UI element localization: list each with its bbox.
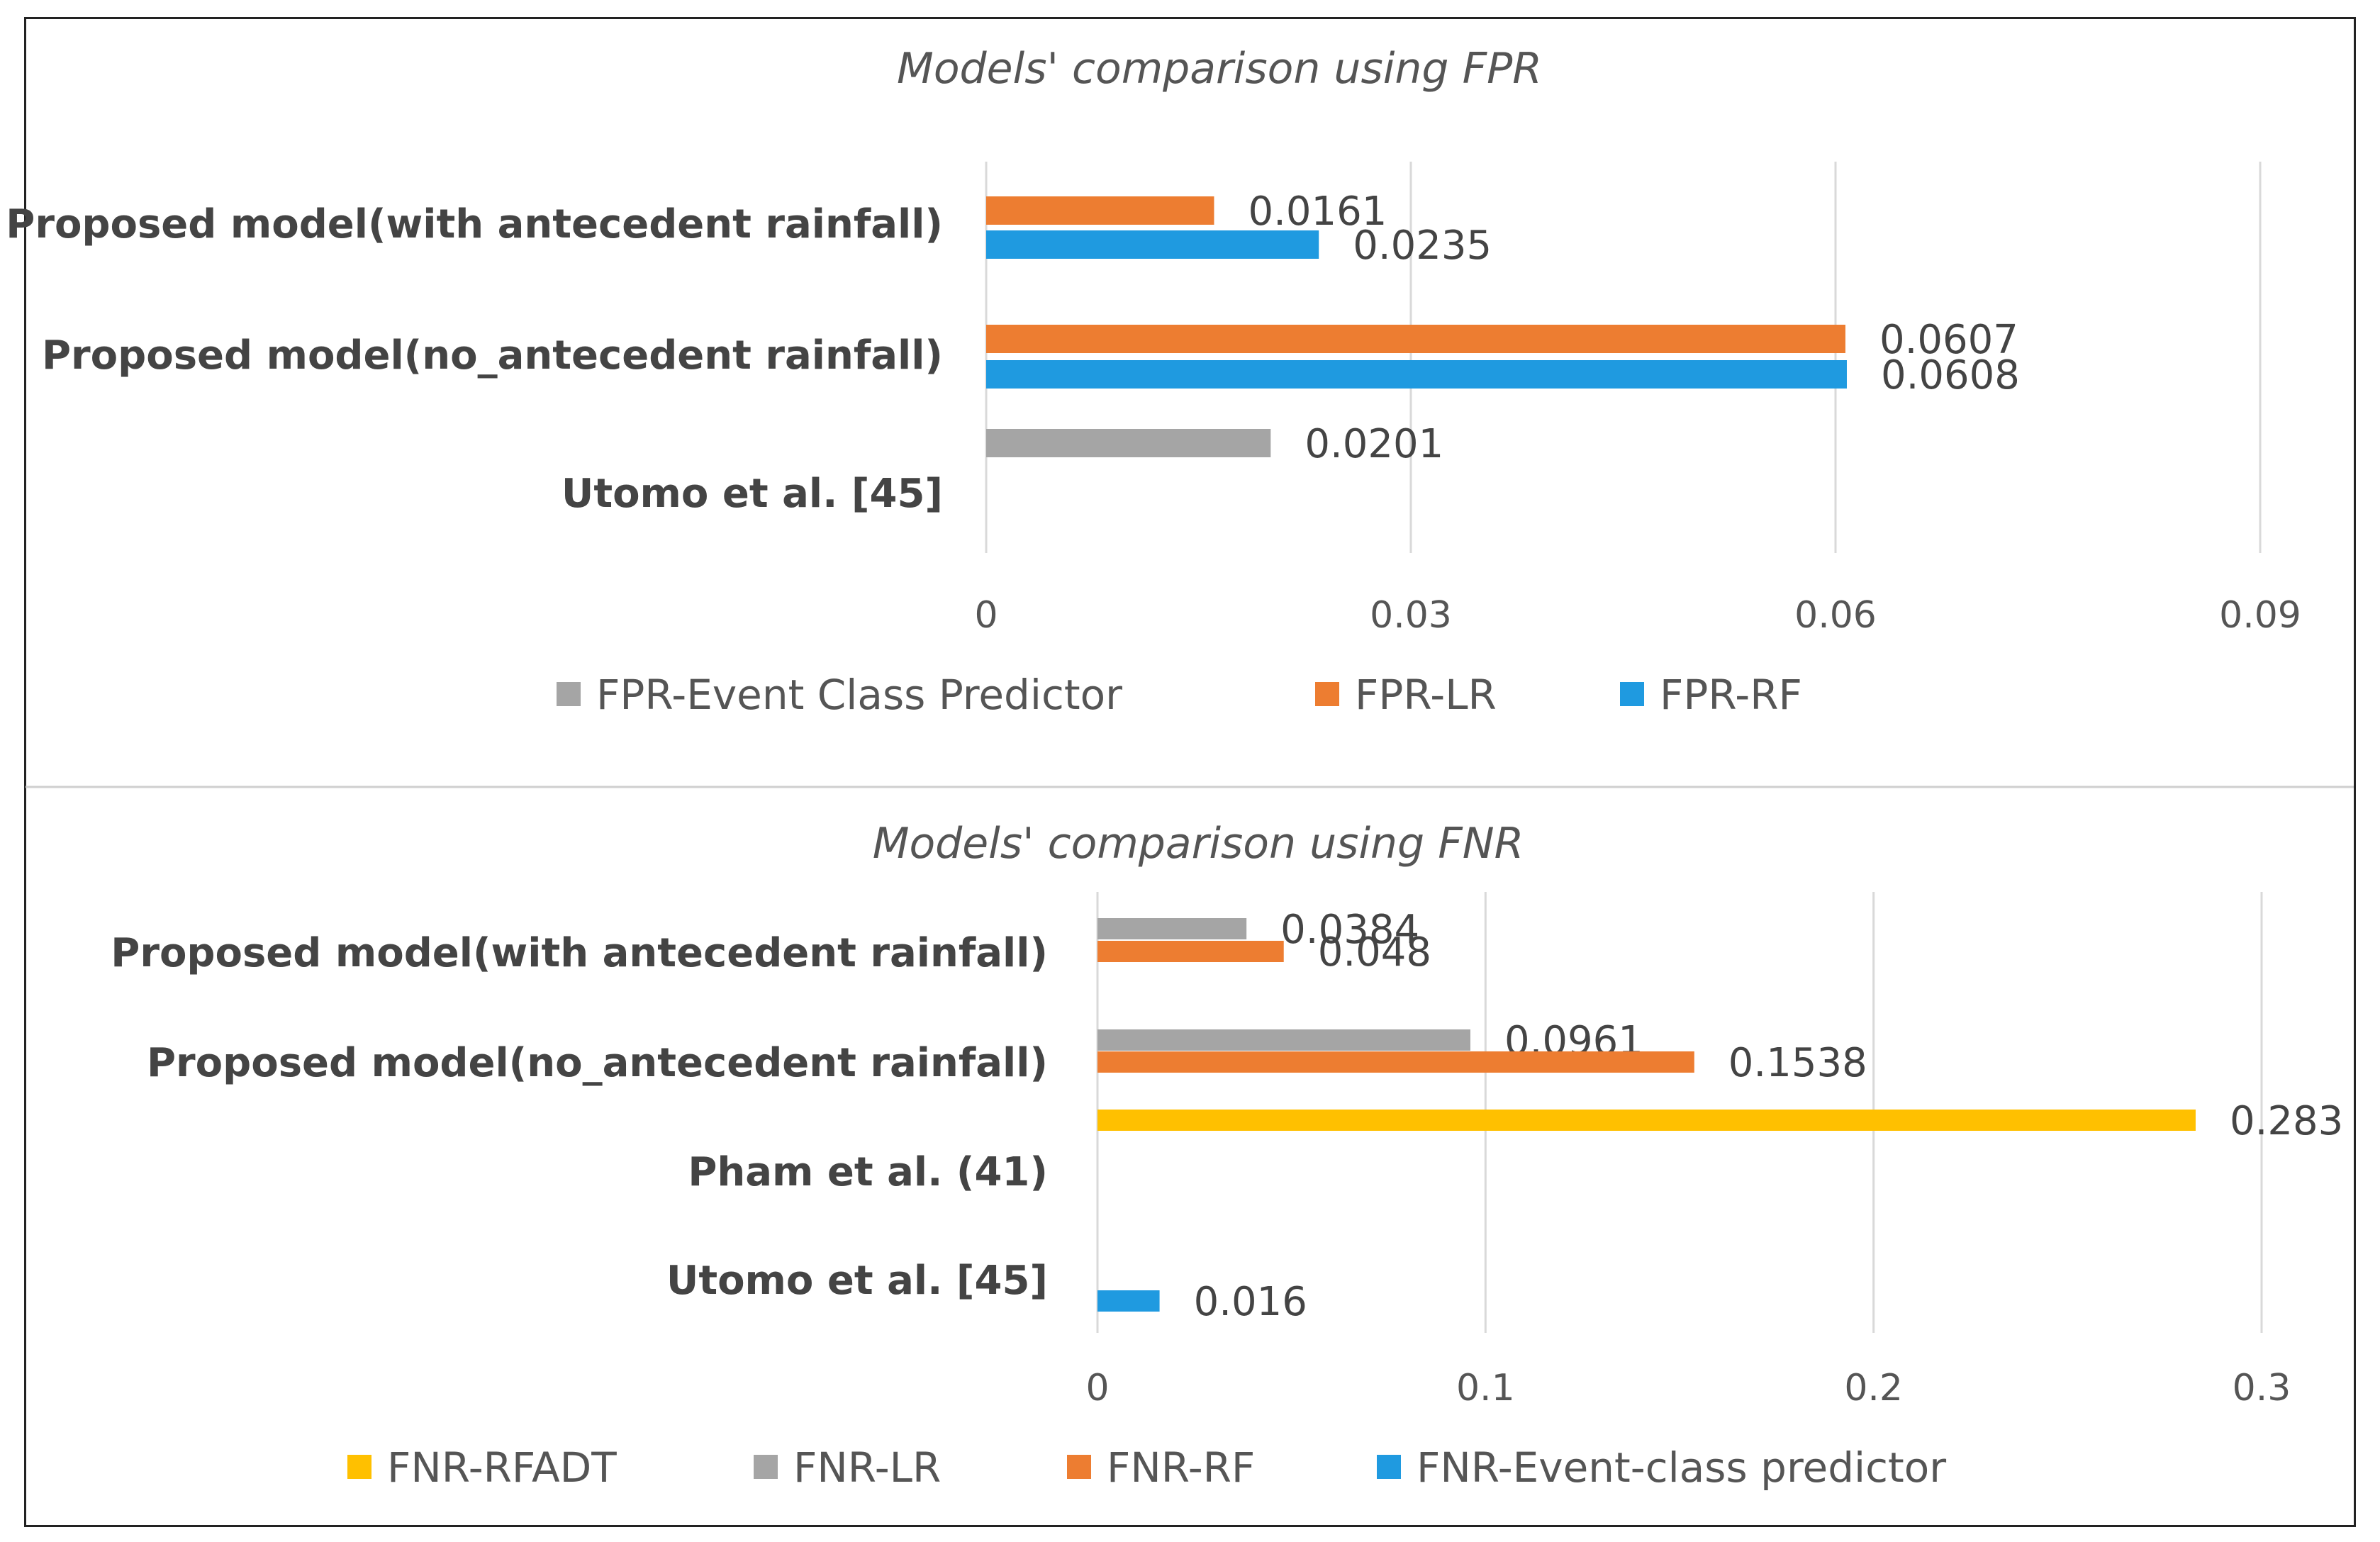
fpr-bar: [986, 360, 1847, 389]
fnr-category-label: Proposed model(no_antecedent rainfall): [147, 1040, 1048, 1086]
fnr-bar: [1097, 941, 1284, 962]
fpr-bar: [986, 429, 1271, 457]
fnr-chart-title: Models' comparison using FNR: [873, 819, 1524, 868]
fpr-data-label: 0.0608: [1881, 352, 2020, 398]
fnr-legend-swatch: [1377, 1455, 1401, 1479]
fnr-tick-label: 0.3: [2233, 1367, 2291, 1409]
fnr-category-label: Proposed model(with antecedent rainfall): [111, 930, 1048, 976]
fnr-category-label: Utomo et al. [45]: [666, 1258, 1048, 1304]
fpr-category-label: Utomo et al. [45]: [562, 471, 943, 517]
figure-frame: [24, 17, 2356, 1527]
fnr-data-label: 0.0384: [1280, 907, 1419, 953]
fnr-bar: [1097, 1110, 2196, 1131]
fpr-legend-swatch: [1315, 682, 1339, 706]
fnr-data-label: 0.1538: [1728, 1040, 1867, 1086]
fnr-data-label: 0.016: [1194, 1279, 1307, 1325]
fpr-legend-label: FPR-LR: [1355, 671, 1497, 719]
fnr-bar: [1097, 918, 1247, 939]
fnr-category-label: Pham et al. (41): [688, 1149, 1048, 1195]
fpr-category-label: Proposed model(no_antecedent rainfall): [42, 333, 943, 379]
fpr-chart: Models' comparison using FPR 0 0.03 0.06 0.…: [6, 44, 2301, 719]
fpr-tick-label: 0.09: [2219, 594, 2301, 637]
fnr-legend-label: FNR-Event-class predictor: [1417, 1443, 1946, 1492]
fpr-legend-label: FPR-RF: [1660, 671, 1802, 719]
fpr-bar: [986, 325, 1845, 353]
fnr-legend-label: FNR-RF: [1107, 1443, 1255, 1492]
fnr-tick-label: 0.2: [1844, 1367, 1903, 1409]
fnr-legend-swatch: [1067, 1455, 1091, 1479]
fnr-legend-label: FNR-RFADT: [387, 1443, 617, 1492]
fnr-legend-swatch: [754, 1455, 778, 1479]
fnr-chart: Models' comparison using FNR 0 0.1 0.2 0.3 P…: [111, 819, 2343, 1492]
fpr-legend-label: FPR-Event Class Predictor: [596, 671, 1122, 719]
fpr-legend-swatch: [557, 682, 581, 706]
fpr-category-label: Proposed model(with antecedent rainfall): [6, 201, 943, 247]
fnr-legend-swatch: [347, 1455, 371, 1479]
fnr-data-label: 0.048: [1318, 929, 1431, 976]
fnr-legend-label: FNR-LR: [793, 1443, 941, 1492]
fpr-data-label: 0.0235: [1353, 223, 1492, 269]
fpr-data-label: 0.0607: [1879, 317, 2018, 363]
fnr-bar: [1097, 1290, 1160, 1312]
fpr-tick-label: 0: [974, 594, 998, 637]
fnr-tick-label: 0.1: [1456, 1367, 1515, 1409]
fnr-data-label: 0.283: [2230, 1098, 2343, 1144]
fpr-bar: [986, 230, 1319, 259]
fnr-bar: [1097, 1051, 1694, 1073]
fnr-bar: [1097, 1029, 1470, 1051]
fpr-data-label: 0.0201: [1304, 421, 1443, 467]
fpr-data-label: 0.0161: [1248, 189, 1387, 235]
fpr-chart-title: Models' comparison using FPR: [897, 44, 1542, 94]
fnr-tick-label: 0: [1085, 1367, 1109, 1409]
fpr-legend-swatch: [1620, 682, 1644, 706]
fpr-tick-label: 0.06: [1794, 594, 1877, 637]
fpr-tick-label: 0.03: [1370, 594, 1452, 637]
fpr-bar: [986, 196, 1214, 225]
